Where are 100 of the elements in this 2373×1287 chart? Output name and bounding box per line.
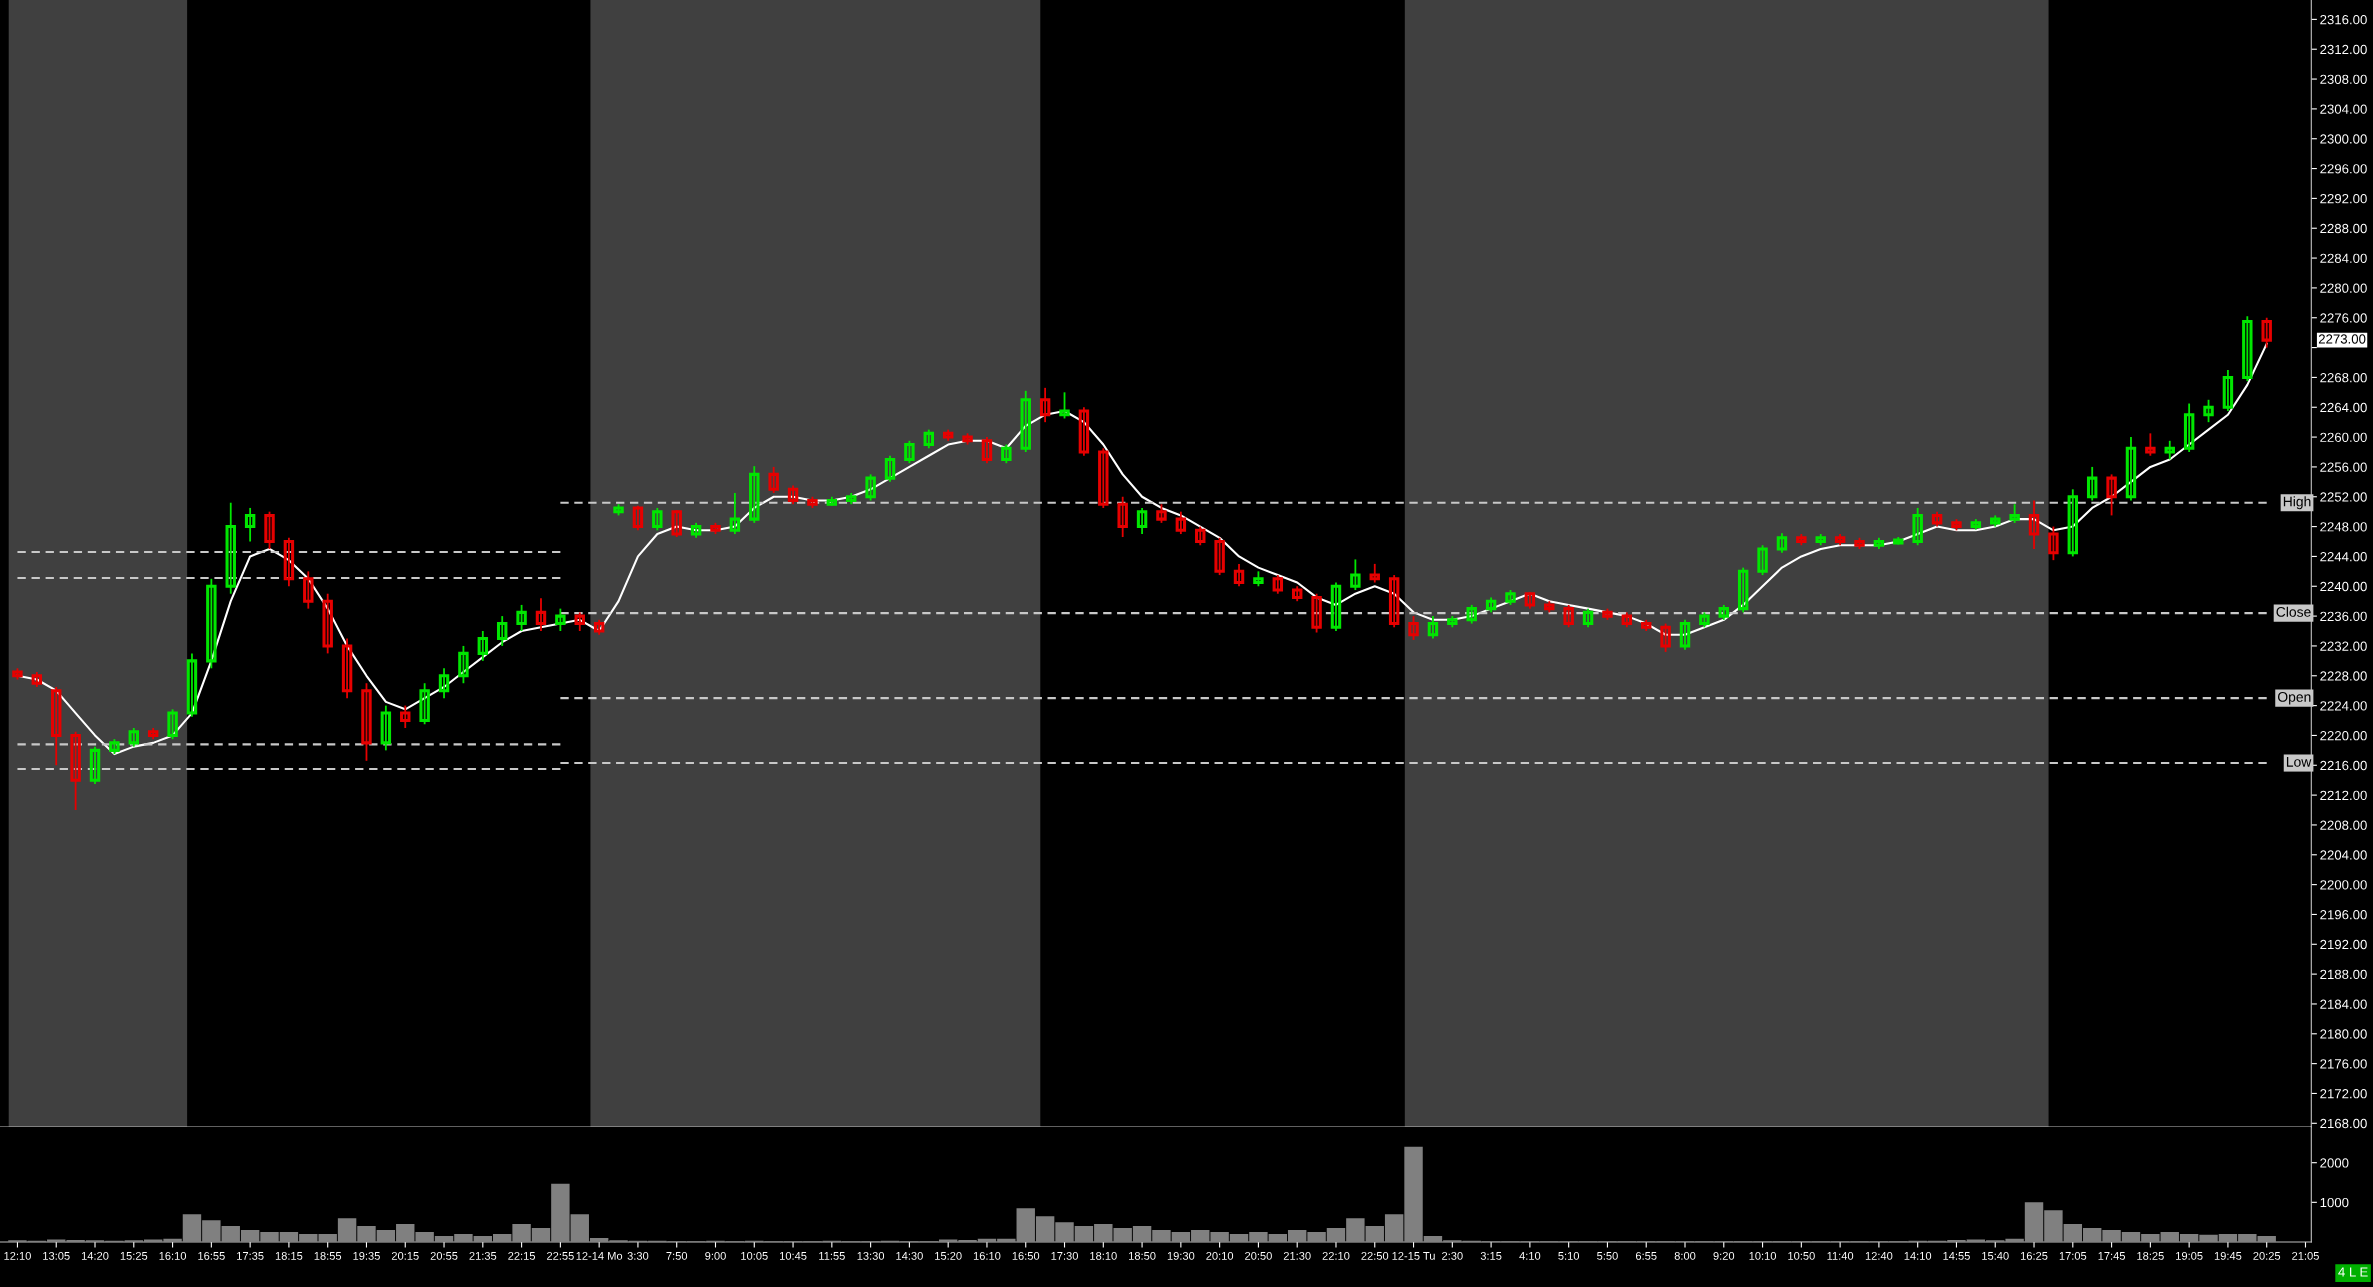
candlestick: [2203, 398, 2214, 424]
x-tick-label: 10:45: [780, 1251, 807, 1260]
candlestick: [89, 745, 101, 785]
x-tick-label: 16:10: [973, 1251, 1001, 1260]
candlestick: [2048, 525, 2059, 562]
candlestick: [1039, 386, 1051, 424]
y-tick-label: 2240.00: [2320, 581, 2367, 592]
y-tick-label: 2252.00: [2320, 492, 2367, 502]
y-tick-label: 2248.00: [2320, 522, 2367, 532]
candlestick: [2028, 499, 2040, 550]
candlestick: [477, 630, 489, 662]
x-tick-label: 3:15: [1480, 1251, 1502, 1260]
x-tick-label: 15:20: [935, 1251, 962, 1260]
series-label: High: [2283, 496, 2311, 510]
candlestick: [1233, 562, 1245, 588]
candlestick: [1757, 544, 1768, 576]
y-tick-label: 2244.00: [2320, 551, 2367, 562]
candlestick: [458, 645, 469, 685]
y-tick-label: 2312.00: [2320, 44, 2367, 55]
y-tick-label: 2204.00: [2320, 850, 2367, 860]
candlestick: [768, 466, 779, 494]
x-tick-label: 17:05: [2059, 1251, 2087, 1260]
x-tick-label: 9:20: [1713, 1251, 1735, 1260]
x-tick-label: 18:15: [275, 1251, 303, 1260]
x-tick-label: 19:35: [353, 1251, 380, 1260]
x-tick-label: 14:30: [896, 1251, 923, 1260]
candlestick: [671, 509, 682, 538]
y-tick-label: 2180.00: [2320, 1029, 2367, 1039]
candlestick: [496, 615, 508, 647]
y-tick-label: 2220.00: [2320, 731, 2367, 741]
candlestick: [1175, 510, 1187, 535]
text: 4 L E: [2338, 1267, 2368, 1277]
y-tick-label: 2224.00: [2320, 701, 2367, 711]
x-tick-label: 14:20: [81, 1251, 109, 1260]
x-tick-label: 11:55: [819, 1252, 845, 1260]
x-tick-label: 5:50: [1597, 1251, 1618, 1260]
y-tick-label: 2276.00: [2320, 313, 2367, 323]
candlestick: [1117, 495, 1128, 538]
candlestick: [729, 492, 741, 535]
y-tick-label: 2168.00: [2320, 1118, 2367, 1129]
candlestick: [2183, 402, 2195, 453]
x-tick-label: 18:55: [314, 1251, 342, 1260]
candlestick: [1330, 581, 1342, 632]
x-tick-label: 19:30: [1167, 1251, 1195, 1260]
candlestick: [206, 577, 217, 670]
y-tick-label: 2192.00: [2320, 939, 2367, 950]
x-tick-label: 6:55: [1635, 1251, 1657, 1260]
y-tick-label: 2268.00: [2320, 372, 2367, 383]
candlestick: [555, 607, 566, 632]
candlestick: [904, 439, 915, 465]
x-tick-label: 10:50: [1788, 1251, 1815, 1260]
x-tick-label: 20:15: [391, 1251, 419, 1260]
candlestick: [341, 637, 353, 700]
candlestick: [1660, 622, 1671, 653]
y-tick-label: 2232.00: [2320, 641, 2367, 651]
series-label: Low: [2286, 757, 2312, 767]
y-tick-label: 2000: [2320, 1158, 2349, 1168]
y-tick-label: 2264.00: [2320, 402, 2367, 413]
x-tick-label: 3:30: [627, 1251, 649, 1260]
x-tick-label: 15:40: [1982, 1251, 2009, 1260]
x-tick-label: 17:30: [1051, 1251, 1078, 1260]
y-tick-label: 2172.00: [2320, 1089, 2367, 1099]
candlestick: [787, 484, 799, 506]
candlestick: [535, 597, 547, 632]
x-tick-label: 16:55: [198, 1251, 225, 1260]
candlestick: [400, 704, 411, 729]
x-tick-label: 20:55: [430, 1251, 458, 1260]
candlestick: [283, 536, 295, 588]
candlestick: [1582, 607, 1594, 629]
x-tick-label: 12-15 Tu: [1392, 1251, 1435, 1260]
candlestick: [1350, 558, 1361, 591]
candlestick: [2106, 473, 2117, 517]
candlestick: [2125, 436, 2137, 502]
candlestick: [865, 473, 876, 502]
text: 2273.00: [2318, 334, 2366, 344]
candlestick: [264, 510, 275, 550]
x-tick-label: 2:30: [1442, 1251, 1463, 1260]
x-tick-label: 16:10: [159, 1251, 187, 1260]
y-tick-label: 2304.00: [2320, 104, 2367, 114]
candlestick: [1195, 525, 1206, 547]
y-tick-label: 2288.00: [2320, 223, 2367, 234]
y-tick-label: 2212.00: [2320, 790, 2367, 801]
x-tick-label: 18:25: [2137, 1251, 2164, 1260]
candlestick: [1020, 389, 1031, 453]
candlestick: [2222, 369, 2234, 412]
x-tick-label: 12-14 Mo: [576, 1251, 623, 1260]
x-tick-label: 4:10: [1519, 1251, 1541, 1260]
y-tick-label: 2216.00: [2320, 760, 2367, 771]
candlestick: [1427, 615, 1439, 640]
candlestick: [225, 501, 236, 595]
candlestick: [1912, 507, 1923, 547]
candlestick: [1214, 536, 1225, 576]
candlestick: [322, 592, 333, 655]
x-tick-label: 21:05: [2292, 1251, 2319, 1260]
candlestick: [244, 507, 256, 543]
x-tick-label: 18:10: [1090, 1251, 1117, 1260]
x-tick-label: 9:00: [705, 1251, 726, 1260]
x-tick-label: 5:10: [1558, 1251, 1580, 1260]
x-tick-label: 12:40: [1865, 1251, 1893, 1260]
candlestick: [2009, 503, 2020, 524]
